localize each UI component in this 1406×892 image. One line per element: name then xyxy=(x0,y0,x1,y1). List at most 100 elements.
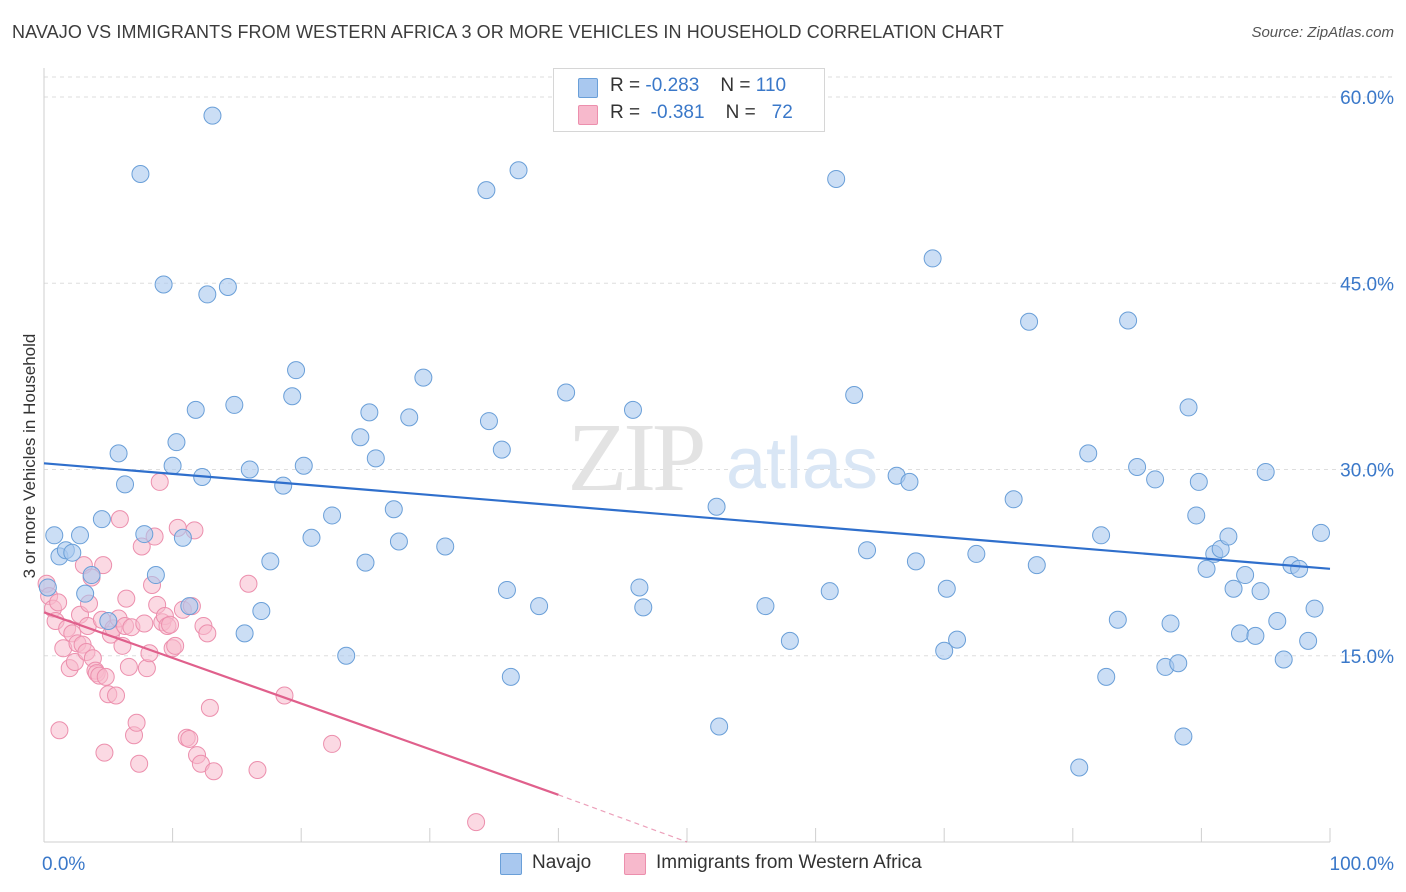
y-tick-label: 45.0% xyxy=(1340,274,1394,295)
navajo-point xyxy=(351,428,370,447)
navajo-point xyxy=(225,395,244,414)
immigrant-point xyxy=(107,686,126,705)
navajo-points xyxy=(38,106,1330,777)
navajo-point xyxy=(1268,611,1287,630)
immigrant-point xyxy=(95,743,114,762)
y-tick-label: 15.0% xyxy=(1340,647,1394,668)
navajo-point xyxy=(294,456,313,475)
navajo-point xyxy=(501,667,520,686)
navajo-point xyxy=(1108,610,1127,629)
navajo-point xyxy=(116,475,135,494)
navajo-point xyxy=(1119,311,1138,330)
navajo-point xyxy=(509,161,528,180)
navajo-point xyxy=(154,275,173,294)
y-tick-label: 30.0% xyxy=(1340,461,1394,482)
navajo-point xyxy=(274,476,293,495)
navajo-point xyxy=(1251,582,1270,601)
navajo-point xyxy=(1146,470,1165,489)
immigrant-point xyxy=(467,813,486,832)
navajo-point xyxy=(707,497,726,516)
navajo-point xyxy=(1004,490,1023,509)
navajo-point xyxy=(923,249,942,268)
navajo-point xyxy=(1311,523,1330,542)
navajo-point xyxy=(900,472,919,491)
navajo-point xyxy=(1020,312,1039,331)
navajo-point xyxy=(1197,559,1216,578)
source-label: Source: ZipAtlas.com xyxy=(1251,24,1394,41)
immigrant-point xyxy=(127,713,146,732)
navajo-point xyxy=(218,277,237,296)
navajo-point xyxy=(71,526,90,545)
navajo-point xyxy=(1097,667,1116,686)
navajo-point xyxy=(827,169,846,188)
immigrant-point xyxy=(248,760,267,779)
navajo-point xyxy=(497,580,516,599)
trend-lines xyxy=(43,462,1331,843)
immigrant-point xyxy=(130,754,149,773)
immigrants-trend-extension xyxy=(558,794,688,843)
navajo-point xyxy=(400,408,419,427)
navajo-point xyxy=(1187,506,1206,525)
immigrant-point xyxy=(135,614,154,633)
immigrant-point xyxy=(198,624,217,643)
navajo-point xyxy=(167,433,186,452)
navajo-point xyxy=(436,537,455,556)
immigrant-point xyxy=(110,510,129,529)
navajo-point xyxy=(1256,462,1275,481)
x-tick-label: 100.0% xyxy=(1330,854,1395,875)
navajo-point xyxy=(780,631,799,650)
navajo-point xyxy=(820,582,839,601)
watermark: ZIP atlas xyxy=(568,404,879,512)
navajo-point xyxy=(302,528,321,547)
navajo-point xyxy=(146,566,165,585)
legend-text-immigrants: R = -0.381 N = 72 xyxy=(610,102,793,124)
legend-r-label: R = xyxy=(610,102,641,123)
navajo-point xyxy=(479,412,498,431)
navajo-point xyxy=(414,368,433,387)
navajo-point xyxy=(287,361,306,380)
bottom-legend-swatch-immigrants xyxy=(624,853,646,875)
navajo-point xyxy=(180,597,199,616)
navajo-point xyxy=(1174,727,1193,746)
watermark-atlas: atlas xyxy=(726,424,878,504)
navajo-point xyxy=(38,578,57,597)
navajo-point xyxy=(1299,631,1318,650)
navajo-point xyxy=(261,552,280,571)
navajo-point xyxy=(1230,624,1249,643)
legend-n-label: N = xyxy=(720,75,751,96)
legend-n-value: 110 xyxy=(755,75,787,96)
navajo-point xyxy=(1070,758,1089,777)
navajo-point xyxy=(845,386,864,404)
immigrant-point xyxy=(96,667,115,686)
navajo-point xyxy=(492,440,511,459)
navajo-point xyxy=(82,566,101,585)
immigrant-point xyxy=(49,593,68,612)
navajo-point xyxy=(623,400,642,419)
navajo-point xyxy=(1224,579,1243,598)
navajo-point xyxy=(906,552,925,571)
tick-labels: 15.0% 30.0% 45.0% 60.0% 0.0% 100.0% xyxy=(42,88,1394,875)
navajo-point xyxy=(1161,614,1180,633)
navajo-point xyxy=(1305,599,1324,618)
navajo-point xyxy=(389,532,408,551)
immigrants-trend-line xyxy=(43,611,559,796)
navajo-point xyxy=(283,387,302,406)
navajo-point xyxy=(163,456,182,475)
navajo-point xyxy=(630,578,649,597)
navajo-point xyxy=(1092,526,1111,545)
navajo-point xyxy=(203,106,222,125)
gridlines xyxy=(44,76,1394,657)
immigrant-point xyxy=(150,472,169,491)
navajo-point xyxy=(1290,559,1309,578)
bottom-legend-swatch-navajo xyxy=(500,853,522,875)
legend-r-value: -0.283 xyxy=(645,75,700,96)
navajo-point xyxy=(1179,398,1198,417)
immigrant-point xyxy=(117,589,136,608)
legend-r-value: -0.381 xyxy=(650,102,705,123)
navajo-point xyxy=(967,544,986,563)
navajo-point xyxy=(634,598,653,617)
navajo-point xyxy=(1027,556,1046,575)
bottom-legend-label-immigrants: Immigrants from Western Africa xyxy=(656,852,922,873)
navajo-point xyxy=(1079,444,1098,463)
navajo-point xyxy=(366,449,385,468)
